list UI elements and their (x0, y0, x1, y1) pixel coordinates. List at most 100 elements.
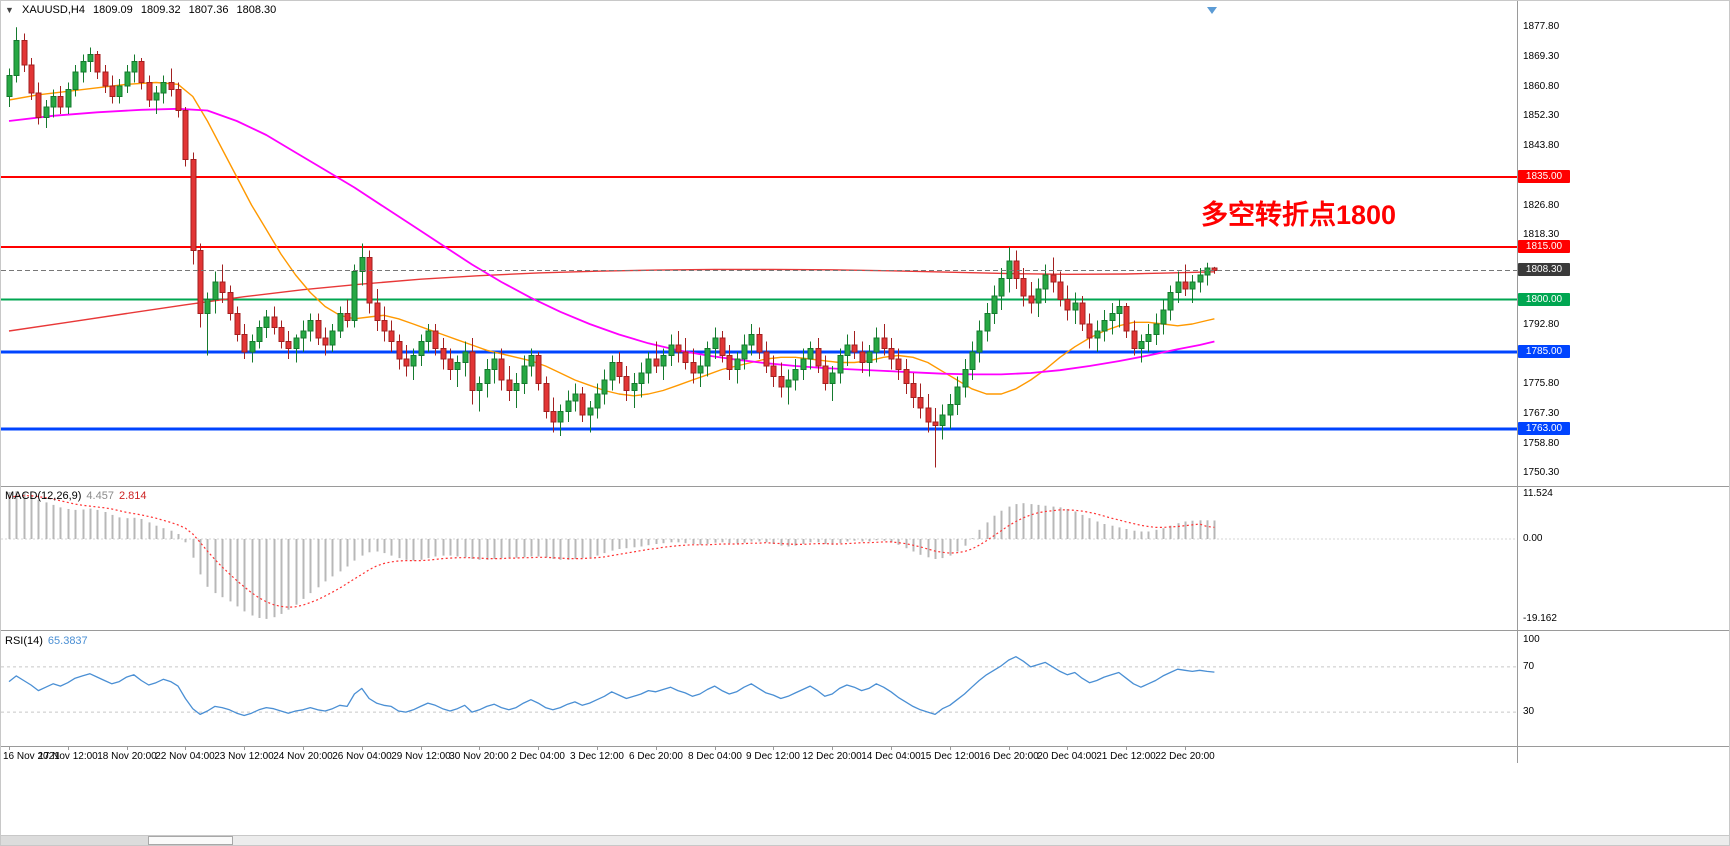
price-tick: 1792.80 (1523, 319, 1560, 330)
main-chart-canvas[interactable] (1, 1, 1517, 486)
date-label: 6 Dec 20:00 (629, 751, 683, 762)
date-tick (1126, 747, 1127, 750)
panel-divider-macd-rsi[interactable] (1, 630, 1729, 631)
candle-body (293, 337, 300, 349)
horizontal-scrollbar[interactable] (1, 835, 1729, 845)
candle-body (565, 400, 572, 412)
price-axis[interactable]: 1877.80 1869.30 1860.80 1852.30 1843.80 1826.… (1517, 1, 1729, 763)
candle-body (932, 421, 939, 426)
candle-body (351, 271, 358, 321)
candle-body (807, 348, 814, 360)
candle-body (881, 337, 888, 349)
chart-shift-marker-icon[interactable] (1207, 7, 1217, 14)
candle-body (256, 327, 263, 342)
scrollbar-track-left[interactable] (1, 836, 148, 845)
price-tag-1763.00: 1763.00 (1518, 422, 1570, 435)
price-tick: 1869.30 (1523, 51, 1560, 62)
rsi-canvas[interactable] (1, 633, 1517, 746)
macd-canvas[interactable] (1, 487, 1517, 630)
date-tick (127, 747, 128, 750)
candle-body (359, 257, 366, 272)
candle-body (645, 358, 652, 374)
candle-body (94, 54, 101, 73)
price-tick: 1775.80 (1523, 378, 1560, 389)
price-tag-1785.00: 1785.00 (1518, 345, 1570, 358)
candle-body (116, 85, 123, 97)
candle-body (403, 358, 410, 367)
candle-body (1204, 267, 1211, 276)
candle-body (675, 344, 682, 353)
candle-body (87, 54, 94, 62)
candle-body (748, 334, 755, 346)
panel-divider-rsi-dates (1, 746, 1729, 747)
candle-body (954, 386, 961, 405)
candle-body (521, 365, 528, 384)
candle-body (1013, 260, 1020, 279)
candle-body (741, 344, 748, 360)
candle-body (1050, 274, 1057, 283)
candle-body (440, 348, 447, 360)
candle-body (1042, 274, 1049, 290)
candle-body (991, 295, 998, 314)
candle-body (190, 159, 197, 251)
candle-body (1189, 281, 1196, 290)
date-label: 23 Nov 12:00 (214, 751, 274, 762)
price-tag-1800.00: 1800.00 (1518, 293, 1570, 306)
candle-body (300, 330, 307, 339)
candle-body (1145, 334, 1152, 342)
candle-body (631, 383, 638, 391)
candle-body (381, 320, 388, 332)
candle-body (660, 355, 667, 367)
candle-body (204, 299, 211, 314)
candle-body (476, 383, 483, 391)
candle-body (388, 330, 395, 342)
candle-body (21, 40, 28, 66)
candle-body (917, 397, 924, 409)
date-label: 17 Nov 12:00 (38, 751, 98, 762)
date-label: 29 Nov 12:00 (391, 751, 451, 762)
candle-body (374, 302, 381, 321)
candle-body (998, 278, 1005, 297)
date-axis[interactable]: 16 Nov 2021 17 Nov 12:00 18 Nov 20:00 22 No… (1, 747, 1729, 763)
date-tick (479, 747, 480, 750)
date-tick (597, 747, 598, 750)
candle-body (28, 64, 35, 94)
candle-body (153, 92, 160, 101)
date-tick (185, 747, 186, 750)
candle-body (726, 355, 733, 370)
candle-body (65, 89, 72, 108)
macd-tick: 0.00 (1523, 533, 1543, 544)
date-tick (1009, 747, 1010, 750)
candle-body (837, 355, 844, 374)
ohlc-low: 1807.36 (188, 4, 229, 16)
macd-value-signal: 2.814 (118, 490, 147, 502)
date-label: 8 Dec 04:00 (688, 751, 742, 762)
candle-body (278, 327, 285, 342)
candle-body (1131, 330, 1138, 349)
candle-body (712, 337, 719, 349)
date-tick (656, 747, 657, 750)
price-tick: 1877.80 (1523, 21, 1560, 32)
candle-body (1057, 281, 1064, 300)
date-tick (832, 747, 833, 750)
date-label: 26 Nov 04:00 (332, 751, 392, 762)
date-tick (715, 747, 716, 750)
collapse-icon[interactable]: ▼ (5, 5, 14, 15)
ma-long-magenta (8, 107, 1215, 376)
candle-body (763, 351, 770, 367)
date-label: 21 Dec 12:00 (1096, 751, 1156, 762)
date-label: 14 Dec 04:00 (861, 751, 921, 762)
candle-body (271, 316, 278, 328)
date-label: 16 Dec 20:00 (979, 751, 1039, 762)
candle-body (6, 75, 13, 97)
symbol-timeframe: XAUUSD,H4 (21, 4, 85, 16)
candle-body (800, 358, 807, 370)
date-label: 12 Dec 20:00 (802, 751, 862, 762)
date-label: 2 Dec 04:00 (511, 751, 565, 762)
scrollbar-thumb[interactable] (148, 836, 233, 845)
candle-body (939, 414, 946, 426)
panel-divider-main-macd[interactable] (1, 486, 1729, 487)
date-tick (9, 747, 10, 750)
candle-body (719, 337, 726, 356)
candle-body (984, 313, 991, 332)
